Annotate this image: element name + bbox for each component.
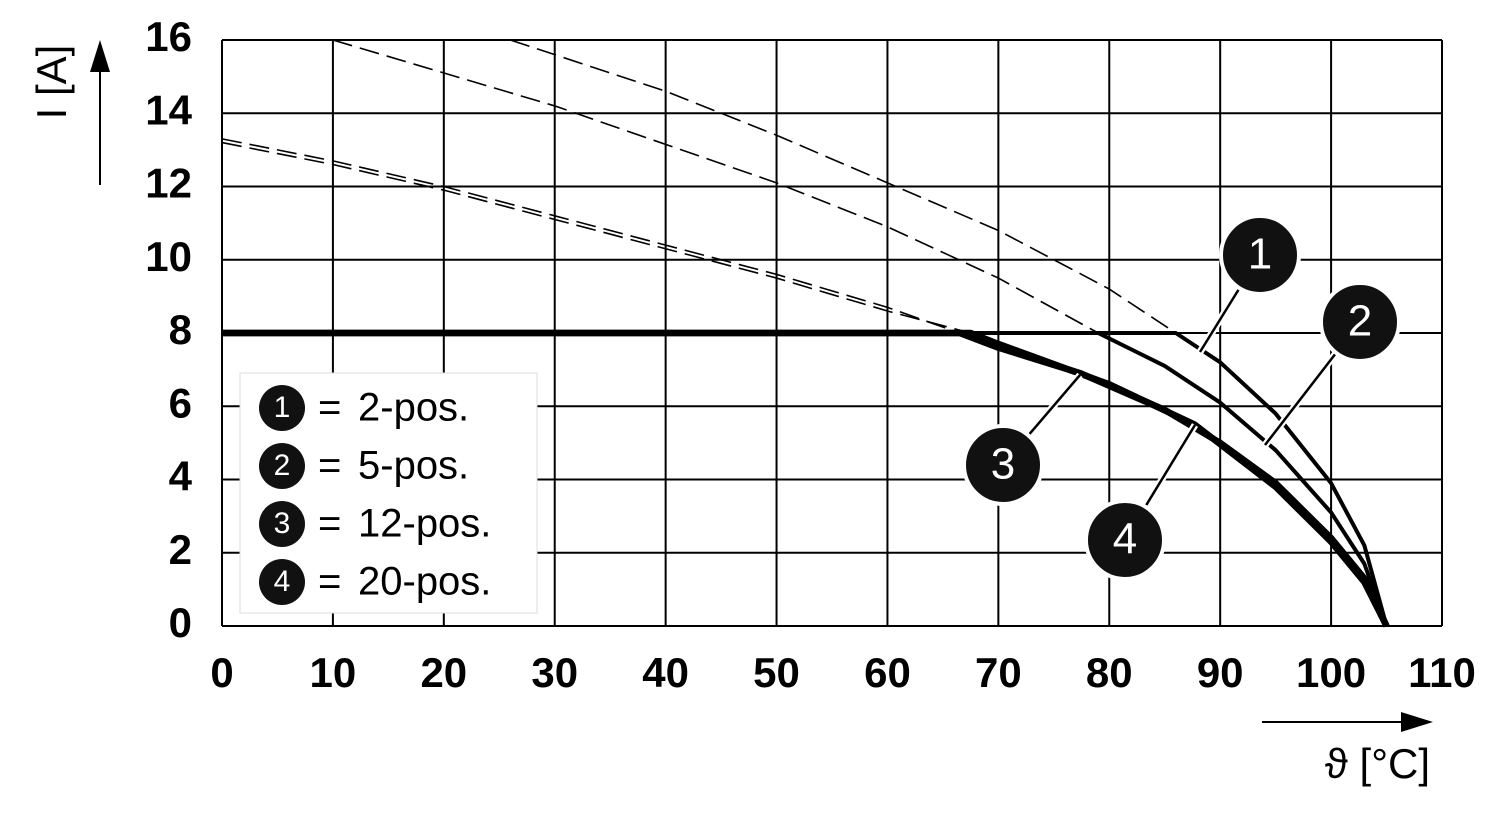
x-tick-label: 100: [1296, 649, 1366, 696]
legend-marker-label: 2: [274, 449, 291, 482]
legend-separator: =: [318, 386, 341, 430]
x-axis-arrowhead: [1401, 712, 1433, 732]
y-tick-label: 6: [169, 379, 192, 426]
callout-circle: [1319, 281, 1401, 363]
y-tick-label: 16: [145, 13, 192, 60]
y-tick-label: 0: [169, 599, 192, 646]
y-tick-label: 4: [169, 453, 193, 500]
x-axis-title: ϑ [°C]: [1325, 740, 1430, 787]
y-tick-label: 10: [145, 233, 192, 280]
x-tick-label: 90: [1197, 649, 1244, 696]
legend-marker-label: 4: [274, 565, 291, 598]
derating-curve: [222, 331, 1389, 627]
x-tick-label: 30: [531, 649, 578, 696]
legend-separator: =: [318, 560, 341, 604]
y-axis-arrowhead: [90, 40, 110, 72]
legend-marker: [259, 501, 305, 547]
x-tick-label: 20: [420, 649, 467, 696]
y-tick-label: 12: [145, 160, 192, 207]
callout-label: 2: [1348, 297, 1372, 346]
legend-marker: [259, 443, 305, 489]
callout-label: 1: [1248, 230, 1272, 279]
y-tick-label: 8: [169, 306, 192, 353]
y-tick-label: 14: [145, 86, 192, 133]
x-tick-label: 10: [310, 649, 357, 696]
extrapolated-curve: [221, 138, 960, 334]
x-tick-label: 50: [753, 649, 800, 696]
derating-curve: [222, 331, 1389, 627]
callout-label: 4: [1113, 515, 1137, 564]
extrapolated-curve: [221, 141, 971, 334]
legend-label: 20-pos.: [358, 560, 491, 604]
legend-separator: =: [318, 444, 341, 488]
legend-label: 12-pos.: [358, 502, 491, 546]
legend-separator: =: [318, 502, 341, 546]
y-tick-label: 2: [169, 526, 192, 573]
extrapolated-curve: [510, 39, 1177, 334]
legend-label: 2-pos.: [358, 386, 469, 430]
legend-marker-label: 3: [274, 507, 291, 540]
callout-circle: [1084, 499, 1166, 581]
x-tick-label: 110: [1408, 649, 1476, 696]
x-tick-label: 60: [864, 649, 911, 696]
callout-label: 3: [991, 440, 1015, 489]
legend-marker-label: 1: [274, 391, 291, 424]
x-tick-label: 70: [975, 649, 1022, 696]
x-tick-label: 80: [1086, 649, 1133, 696]
legend-label: 5-pos.: [358, 444, 469, 488]
x-tick-label: 40: [642, 649, 689, 696]
callout-circle: [962, 424, 1044, 506]
x-tick-label: 0: [210, 649, 233, 696]
derating-curve: [222, 329, 1390, 628]
y-axis-title: I [A]: [28, 45, 75, 120]
legend-marker: [259, 559, 305, 605]
callout-circle: [1219, 214, 1301, 296]
legend-marker: [259, 385, 305, 431]
